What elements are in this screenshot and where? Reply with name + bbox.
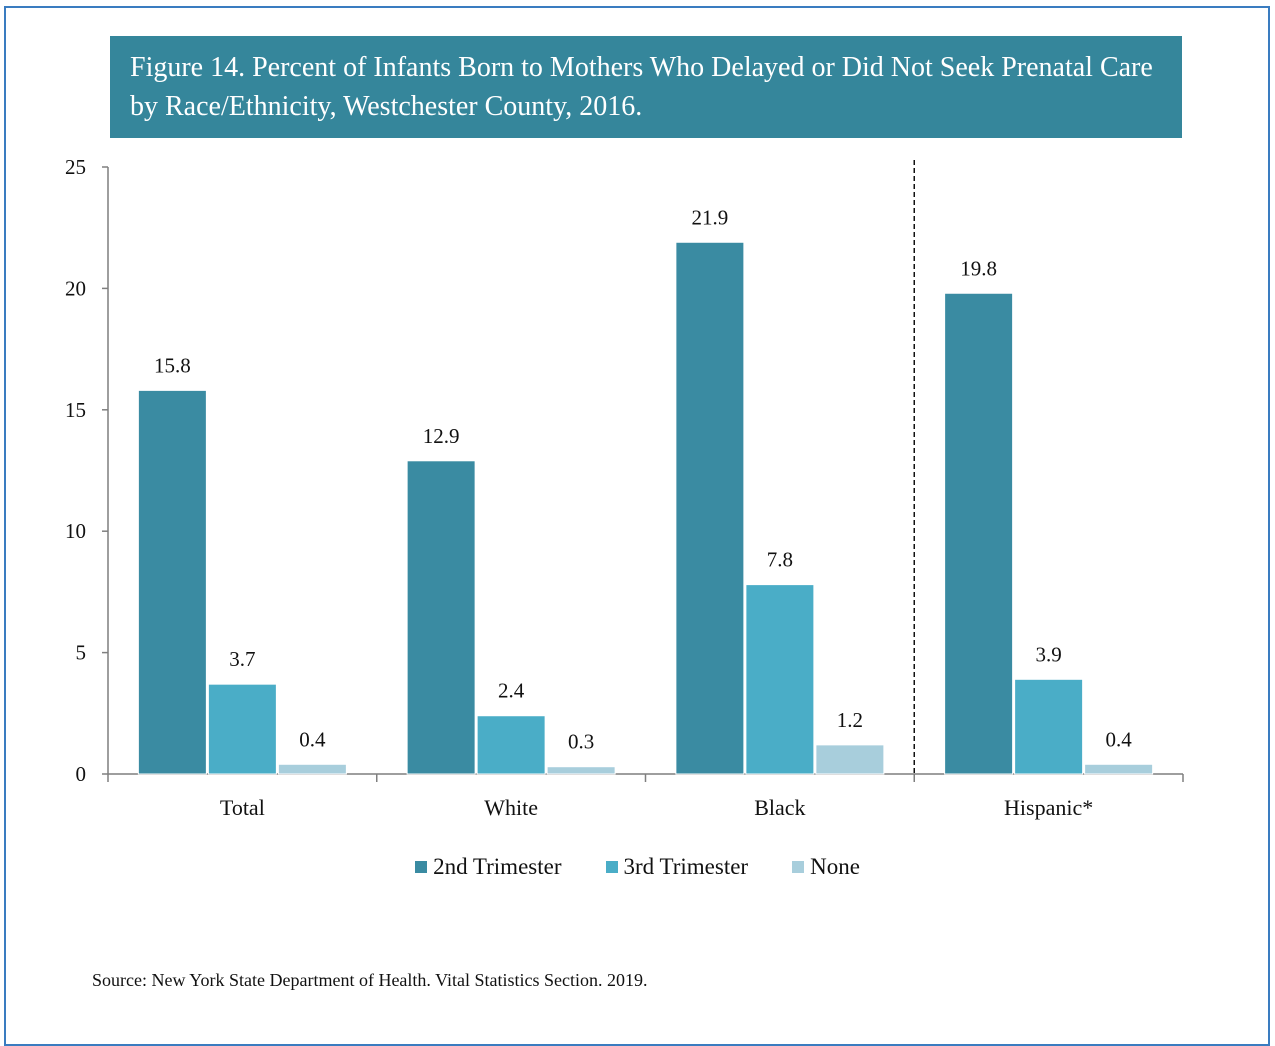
bar-total-3rd-trimester <box>207 683 277 775</box>
bar-black-3rd-trimester <box>745 584 815 775</box>
bar-black-2nd-trimester <box>675 241 745 775</box>
bar-hispanic-2nd-trimester <box>944 292 1014 775</box>
data-label: 2.4 <box>498 679 525 703</box>
data-label: 21.9 <box>692 205 729 229</box>
figure-title: Figure 14. Percent of Infants Born to Mo… <box>110 36 1182 138</box>
bar-chart: 0 5 10 15 20 25 15.8 3.7 0.4 Total 12.9 2.4 0.3 White… <box>65 155 1184 820</box>
bar-white-2nd-trimester <box>406 460 476 775</box>
legend-swatch-none <box>792 861 805 873</box>
x-category-label: Total <box>220 795 265 820</box>
data-label: 0.4 <box>299 727 326 751</box>
bar-hispanic-none <box>1084 763 1154 775</box>
data-label: 0.3 <box>568 730 594 754</box>
data-label: 7.8 <box>767 548 793 572</box>
bar-total-none <box>277 763 347 775</box>
x-category-label: Black <box>754 795 805 820</box>
chart-legend: 2nd Trimester 3rd Trimester None <box>0 854 1275 880</box>
data-label: 15.8 <box>154 353 191 377</box>
legend-label-none: None <box>810 854 860 879</box>
y-tick-label: 0 <box>76 762 87 786</box>
y-tick-label: 5 <box>76 641 87 665</box>
data-label: 12.9 <box>423 424 460 448</box>
x-category-label: White <box>484 795 538 820</box>
legend-swatch-2nd-trimester <box>415 861 428 873</box>
y-tick-label: 20 <box>65 276 86 300</box>
data-label: 0.4 <box>1106 727 1133 751</box>
legend-label-3rd-trimester: 3rd Trimester <box>623 854 749 879</box>
bar-white-3rd-trimester <box>476 715 546 775</box>
source-note: Source: New York State Department of Hea… <box>92 970 648 990</box>
y-tick-label: 15 <box>65 398 86 422</box>
bar-white-none <box>546 766 616 775</box>
data-label: 19.8 <box>960 256 997 280</box>
legend-item-2nd-trimester: 2nd Trimester <box>415 854 562 880</box>
y-tick-label: 10 <box>65 519 86 543</box>
bar-total-2nd-trimester <box>137 389 207 775</box>
data-label: 1.2 <box>837 708 863 732</box>
y-tick-label: 25 <box>65 155 86 179</box>
legend-label-2nd-trimester: 2nd Trimester <box>433 854 562 879</box>
bar-hispanic-3rd-trimester <box>1014 678 1084 775</box>
data-label: 3.7 <box>229 647 255 671</box>
legend-item-3rd-trimester: 3rd Trimester <box>605 854 749 880</box>
legend-item-none: None <box>792 854 860 880</box>
x-category-label: Hispanic* <box>1004 795 1093 820</box>
data-label: 3.9 <box>1036 642 1062 666</box>
legend-swatch-3rd-trimester <box>605 861 618 873</box>
bar-black-none <box>815 744 885 775</box>
